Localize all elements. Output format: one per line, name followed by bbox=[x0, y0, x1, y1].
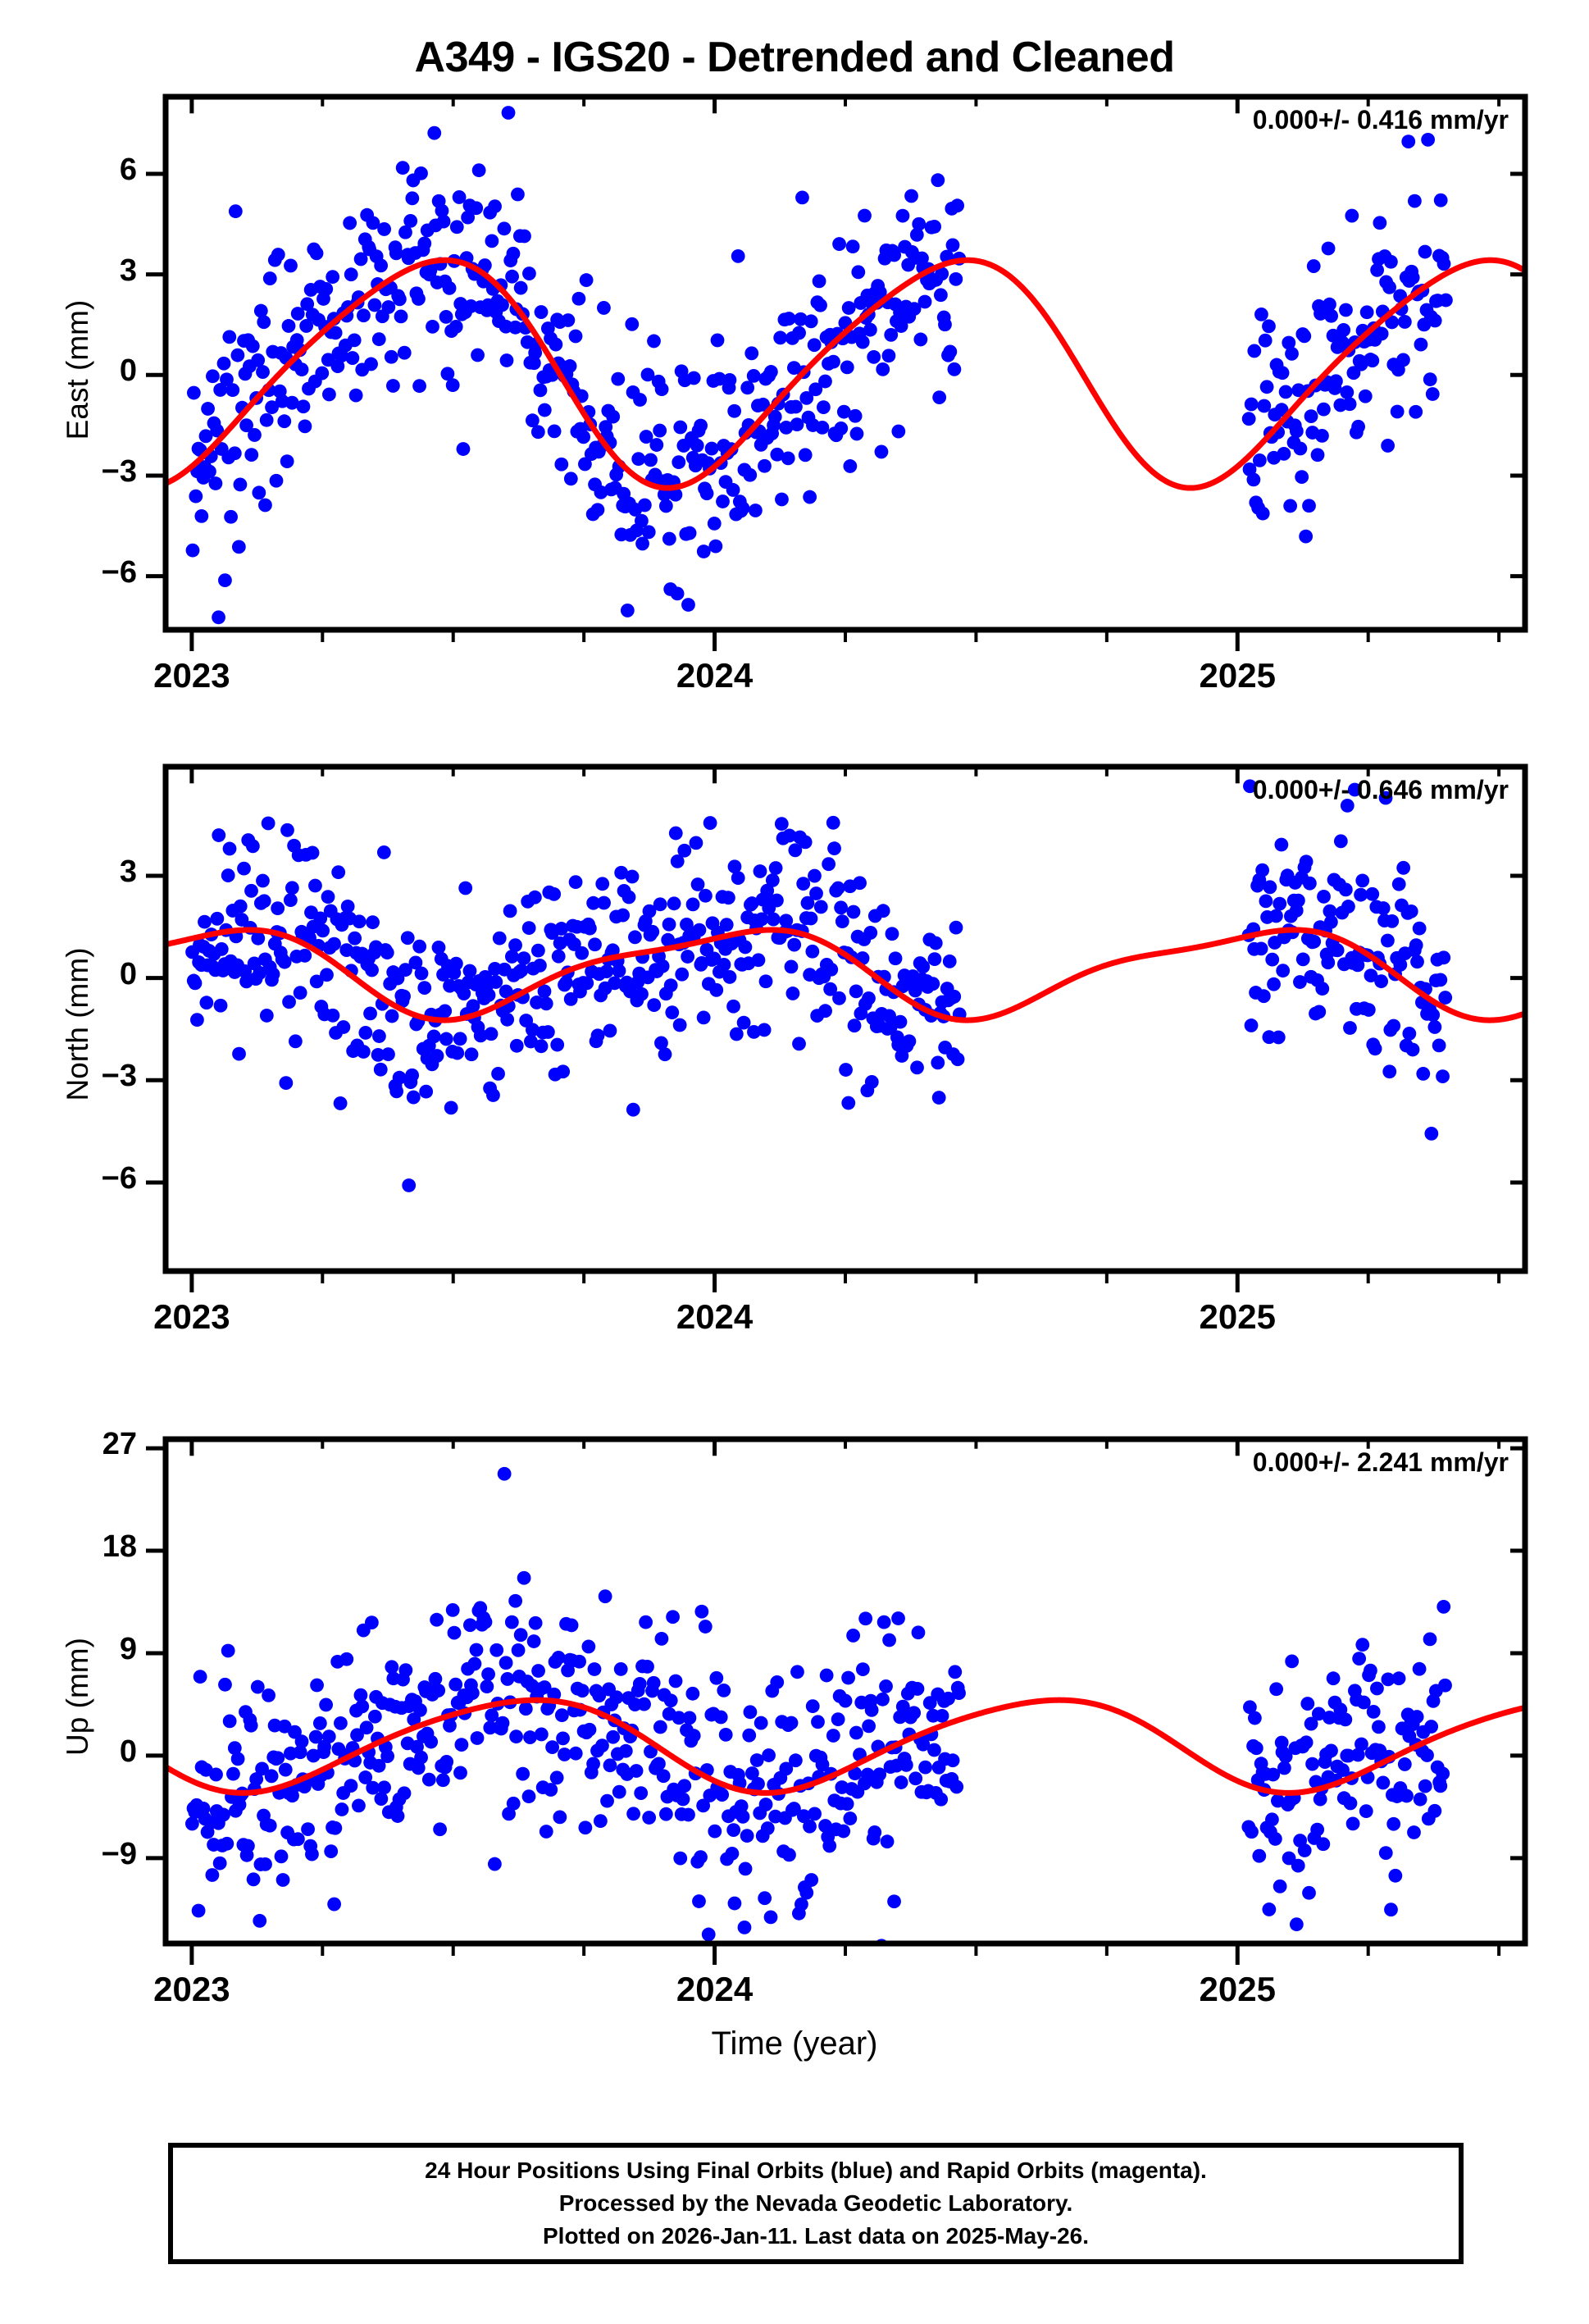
y-tick-label: 6 bbox=[119, 153, 137, 188]
panel-east-plot bbox=[146, 93, 1528, 651]
scatter-points bbox=[184, 1466, 1452, 1944]
y-tick-label: 0 bbox=[119, 956, 137, 991]
x-tick-label: 2025 bbox=[1199, 1297, 1276, 1336]
caption-line-3: Plotted on 2026-Jan-11. Last data on 202… bbox=[542, 2222, 1089, 2249]
fit-curve bbox=[166, 257, 1525, 491]
y-tick-label: −3 bbox=[101, 453, 137, 489]
x-tick-label: 2025 bbox=[1199, 656, 1276, 695]
panel-up-plot bbox=[146, 1436, 1528, 1965]
rate-annotation-up: 0.000+/- 2.241 mm/yr bbox=[1252, 1447, 1509, 1477]
y-tick-label: 3 bbox=[119, 854, 137, 889]
caption-box: 24 Hour Positions Using Final Orbits (bl… bbox=[168, 2143, 1464, 2264]
y-ticks bbox=[146, 1446, 1525, 1861]
axis-label-time: Time (year) bbox=[711, 2026, 878, 2062]
fit-curve bbox=[166, 927, 1525, 1023]
fit-curve bbox=[166, 1697, 1525, 1796]
x-tick-label: 2024 bbox=[676, 1297, 754, 1336]
page-title: A349 - IGS20 - Detrended and Cleaned bbox=[414, 34, 1175, 81]
y-tick-label: −6 bbox=[101, 554, 137, 590]
y-tick-label: 27 bbox=[102, 1427, 137, 1462]
x-tick-label: 2024 bbox=[676, 656, 754, 695]
x-tick-label: 2023 bbox=[153, 1970, 230, 2008]
y-tick-label: 3 bbox=[119, 253, 137, 288]
y-tick-label: 9 bbox=[119, 1631, 137, 1666]
x-ticks bbox=[189, 767, 1501, 1292]
panel-north bbox=[146, 763, 1528, 1292]
scatter-points bbox=[185, 106, 1453, 625]
x-ticks bbox=[189, 97, 1501, 651]
y-tick-label: 0 bbox=[119, 353, 137, 389]
caption-line-1: 24 Hour Positions Using Final Orbits (bl… bbox=[425, 2158, 1207, 2184]
plot-frame bbox=[162, 1436, 1528, 1947]
y-tick-label: −6 bbox=[101, 1160, 137, 1196]
rate-annotation-east: 0.000+/- 0.416 mm/yr bbox=[1252, 105, 1509, 134]
rate-annotation-north: 0.000+/- 0.646 mm/yr bbox=[1252, 775, 1509, 804]
y-ticks bbox=[146, 171, 1525, 579]
caption-line-2: Processed by the Nevada Geodetic Laborat… bbox=[558, 2190, 1073, 2217]
x-tick-label: 2023 bbox=[153, 656, 230, 695]
x-ticks bbox=[189, 1439, 1501, 1965]
y-tick-label: −3 bbox=[101, 1059, 137, 1094]
x-tick-label: 2023 bbox=[153, 1297, 230, 1336]
axis-label-up: Up (mm) bbox=[61, 1638, 94, 1756]
y-tick-label: 18 bbox=[102, 1529, 137, 1565]
axis-label-north: North (mm) bbox=[61, 947, 94, 1101]
y-ticks bbox=[146, 873, 1525, 1185]
panel-east bbox=[146, 93, 1528, 651]
x-tick-label: 2025 bbox=[1199, 1970, 1276, 2008]
y-tick-label: −9 bbox=[101, 1836, 137, 1871]
y-tick-label: 0 bbox=[119, 1734, 137, 1769]
scatter-points bbox=[185, 779, 1453, 1192]
panel-north-plot bbox=[146, 763, 1528, 1292]
x-tick-label: 2024 bbox=[676, 1970, 754, 2008]
panel-up bbox=[146, 1436, 1528, 1965]
